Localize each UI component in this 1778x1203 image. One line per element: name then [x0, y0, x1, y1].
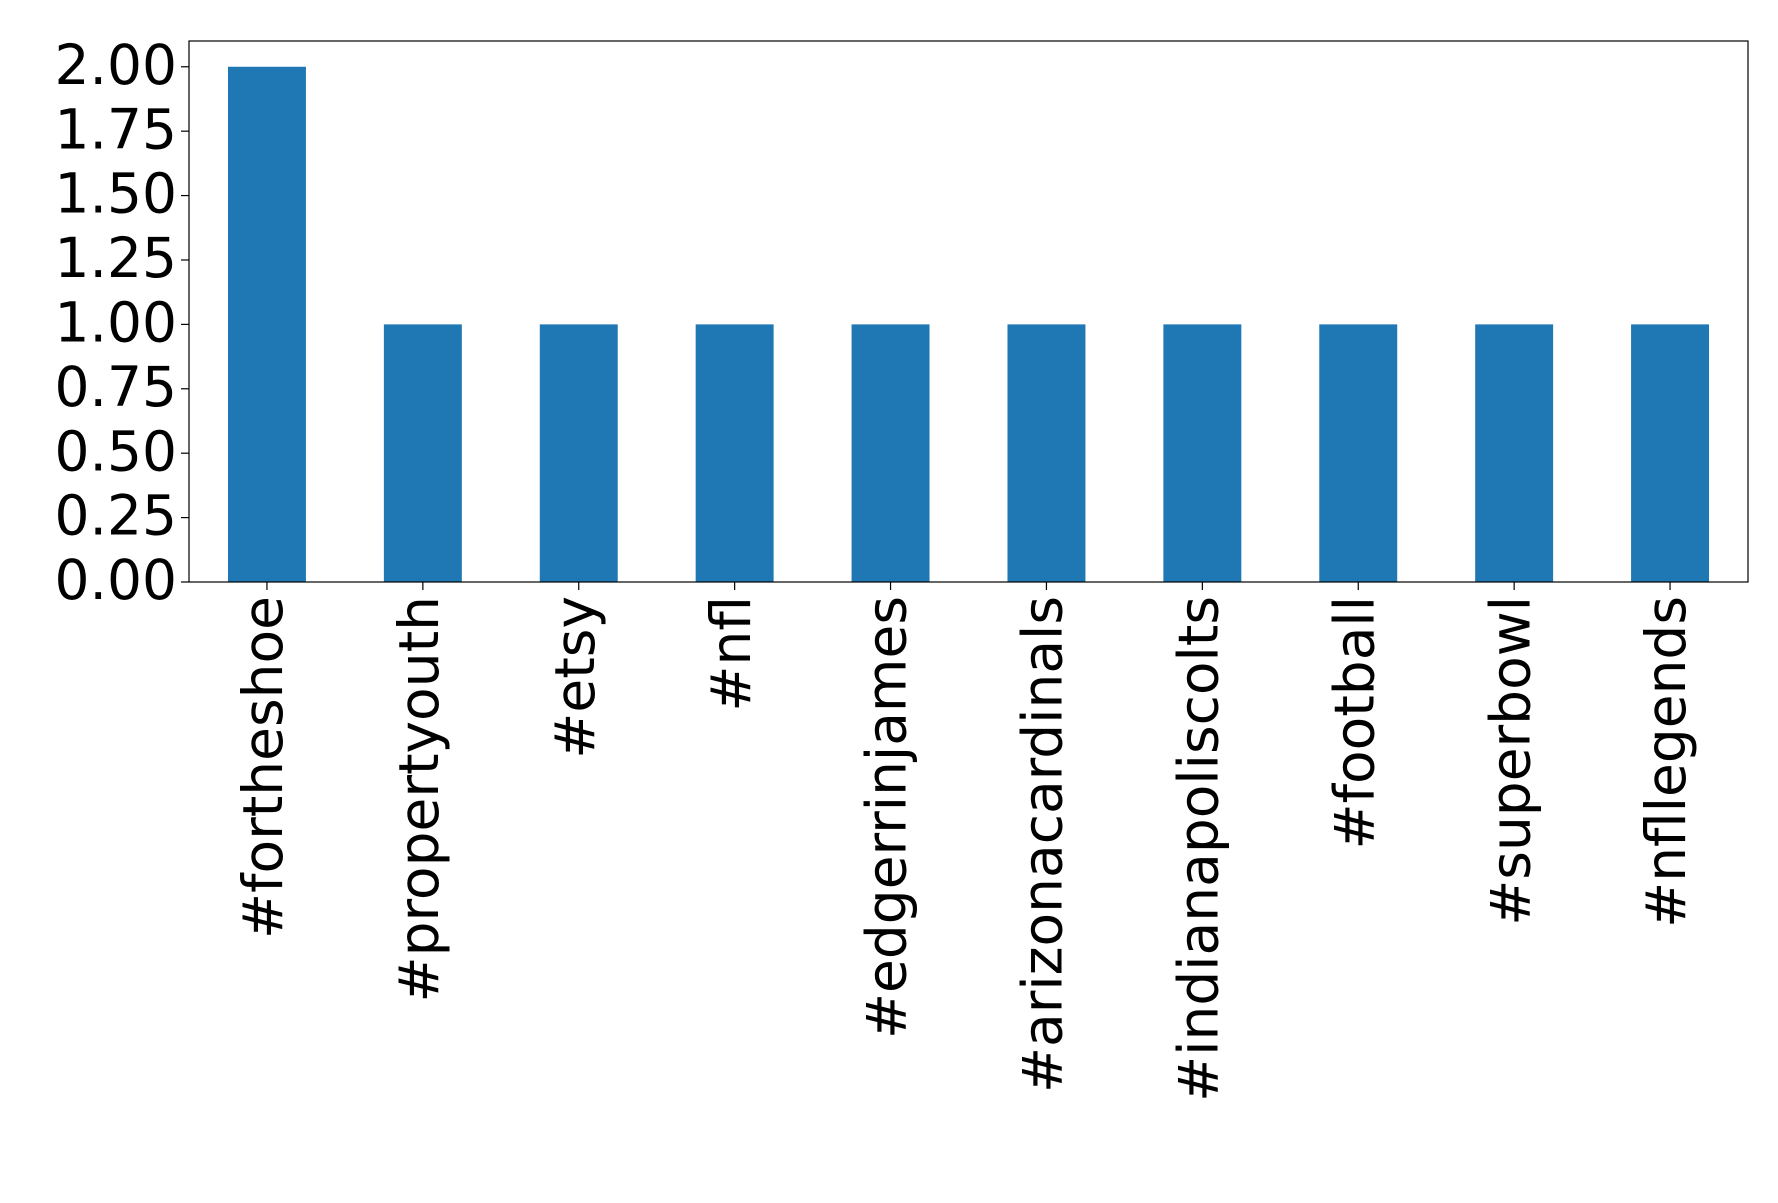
bar — [227, 66, 306, 582]
plot-frame — [188, 40, 1749, 583]
y-tick-label: 2.00 — [55, 33, 177, 97]
bar — [1319, 324, 1398, 582]
bar — [1631, 324, 1710, 582]
x-tick-label: #football — [1322, 596, 1386, 850]
bar — [383, 324, 462, 582]
x-tick-label: #indianapoliscolts — [1166, 596, 1230, 1102]
y-tick-label: 0.25 — [55, 484, 177, 548]
x-tick-label: #etsy — [543, 596, 607, 759]
y-tick-label: 1.50 — [55, 162, 177, 226]
x-tick-label: #nfl — [699, 596, 763, 712]
x-tick-label: #fortheshoe — [231, 596, 295, 939]
bar — [539, 324, 618, 582]
y-tick-label: 0.50 — [55, 419, 177, 483]
x-tick-label: #superbowl — [1478, 596, 1542, 926]
bar — [695, 324, 774, 582]
y-tick-label: 1.25 — [55, 226, 177, 290]
bar — [851, 324, 930, 582]
bar — [1007, 324, 1086, 582]
y-tick-label: 0.00 — [55, 548, 177, 612]
y-tick-label: 1.00 — [55, 291, 177, 355]
bar — [1475, 324, 1554, 582]
x-tick-label: #edgerrinjames — [855, 596, 919, 1039]
x-tick-label: #nfllegends — [1634, 596, 1698, 928]
x-tick-label: #arizonacardinals — [1011, 596, 1075, 1093]
y-tick-label: 1.75 — [55, 97, 177, 161]
bar — [1163, 324, 1242, 582]
y-tick-label: 0.75 — [55, 355, 177, 419]
x-tick-label: #propertyouth — [387, 596, 451, 1002]
